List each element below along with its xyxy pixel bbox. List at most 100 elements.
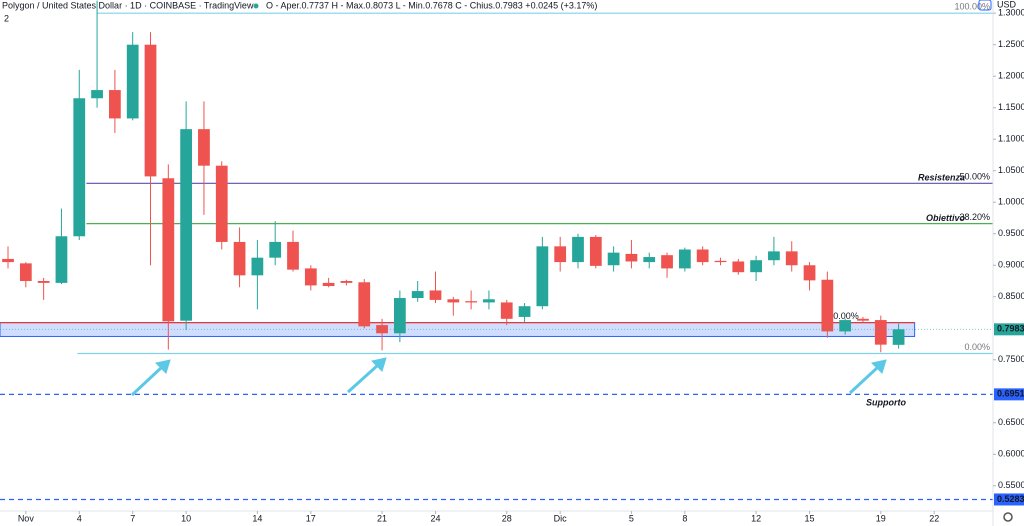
candle-body: [483, 299, 495, 303]
x-tick-label: 14: [252, 513, 262, 523]
candle-body: [393, 298, 406, 334]
level-pct: 0.00%: [964, 342, 990, 352]
y-tick-label: 1.3000: [998, 8, 1024, 18]
candle-body: [874, 320, 887, 345]
candle-body: [857, 318, 869, 321]
candle-body: [536, 246, 549, 307]
y-tick-label: 1.1000: [998, 134, 1024, 144]
candle-body: [821, 279, 834, 332]
x-tick-label: 10: [181, 513, 191, 523]
y-tick-label: 0.6000: [998, 449, 1024, 459]
x-tick-label: 24: [430, 513, 440, 523]
candle-body: [607, 252, 620, 266]
candle-body: [500, 302, 513, 319]
x-tick-label: Dic: [554, 513, 567, 523]
currency: USD: [997, 0, 1017, 9]
price-label-box: [994, 493, 1024, 506]
candle-body: [304, 268, 317, 286]
candle-body: [732, 261, 745, 273]
level-pct: 50.00%: [959, 172, 990, 182]
ohlc-legend: O - Aper.0.7737 H - Max.0.8073 L - Min.0…: [266, 0, 597, 10]
y-tick-label: 1.1500: [998, 102, 1024, 112]
candle-body: [233, 241, 246, 276]
candle-body: [803, 265, 816, 281]
level-pct: 100.00%: [954, 2, 990, 12]
candle-body: [37, 281, 50, 283]
x-tick-label: 5: [629, 513, 634, 523]
candle-body: [678, 249, 691, 269]
x-tick-label: 12: [751, 513, 761, 523]
level-name: Obiettivo: [926, 213, 966, 223]
x-tick-label: Nov: [18, 513, 35, 523]
candle-body: [465, 301, 477, 303]
arrow-head: [870, 359, 887, 374]
candle-body: [429, 290, 442, 300]
candle-body: [589, 236, 602, 266]
x-tick-label: 17: [306, 513, 316, 523]
y-tick-label: 1.2000: [998, 71, 1024, 81]
y-tick-label: 1.0000: [998, 197, 1024, 207]
arrow-head: [154, 359, 171, 374]
candle-body: [411, 291, 424, 299]
y-tick-label: 1.0500: [998, 165, 1024, 175]
y-tick-label: 0.7500: [998, 354, 1024, 364]
x-tick-label: 8: [682, 513, 687, 523]
lock-icon[interactable]: [978, 0, 992, 11]
axis-layer: 1.3000 1.2500 1.2000 1.1500 1.1000 1.0500 1.00…: [18, 8, 1024, 523]
candle-body: [714, 260, 727, 263]
level-pct: 0.00%: [833, 311, 859, 321]
candle-body: [162, 178, 175, 322]
candle-body: [572, 236, 584, 263]
candle-body: [91, 90, 103, 99]
candle-body: [109, 90, 121, 119]
candle-body: [340, 281, 353, 283]
candle-body: [750, 260, 762, 273]
candle-body: [839, 320, 852, 332]
x-tick-label: 22: [929, 513, 939, 523]
candle-body: [661, 255, 673, 269]
candle-body: [215, 165, 228, 242]
status-dot: [253, 3, 259, 9]
x-tick-label: 15: [805, 513, 815, 523]
x-tick-label: 21: [377, 513, 387, 523]
candle-body: [269, 241, 282, 258]
x-tick-label: 7: [130, 513, 135, 523]
candle-body: [625, 253, 638, 262]
price-label: 0.5283: [997, 494, 1024, 504]
candle-body: [376, 325, 388, 334]
level-name: Supporto: [866, 398, 906, 408]
x-tick-label: 19: [876, 513, 886, 523]
y-tick-label: 0.5500: [998, 480, 1024, 490]
candle-body: [785, 251, 798, 266]
candle-body: [55, 236, 68, 283]
candle-body: [198, 129, 210, 166]
y-tick-label: 0.9000: [998, 260, 1024, 270]
arrow: [130, 365, 164, 397]
candle-body: [554, 246, 567, 263]
price-label-box: [994, 323, 1024, 336]
y-tick-label: 0.8500: [998, 291, 1024, 301]
arrow: [848, 365, 880, 395]
candle-body: [892, 329, 905, 345]
candle-body: [447, 299, 460, 303]
pane-count: 2: [4, 13, 9, 23]
y-tick-label: 0.6500: [998, 417, 1024, 427]
candle-body: [180, 129, 193, 321]
arrow-head: [370, 357, 387, 372]
arrow: [346, 363, 380, 394]
candle-body: [518, 306, 531, 317]
price-label: 0.6951: [997, 389, 1024, 399]
candle-body: [322, 282, 335, 287]
level-pct: 38.20%: [959, 212, 990, 222]
candle-body: [358, 282, 371, 327]
x-tick-label: 4: [77, 513, 82, 523]
candle-body: [144, 44, 157, 177]
settings-icon[interactable]: [1003, 512, 1013, 522]
candle-body: [19, 263, 32, 281]
chart-title: Polygon / United States Dollar · 1D · CO…: [2, 0, 254, 10]
candle-body: [126, 44, 139, 119]
y-tick-label: 0.9500: [998, 228, 1024, 238]
x-tick-label: 28: [502, 513, 512, 523]
price-label-box: [994, 388, 1024, 401]
